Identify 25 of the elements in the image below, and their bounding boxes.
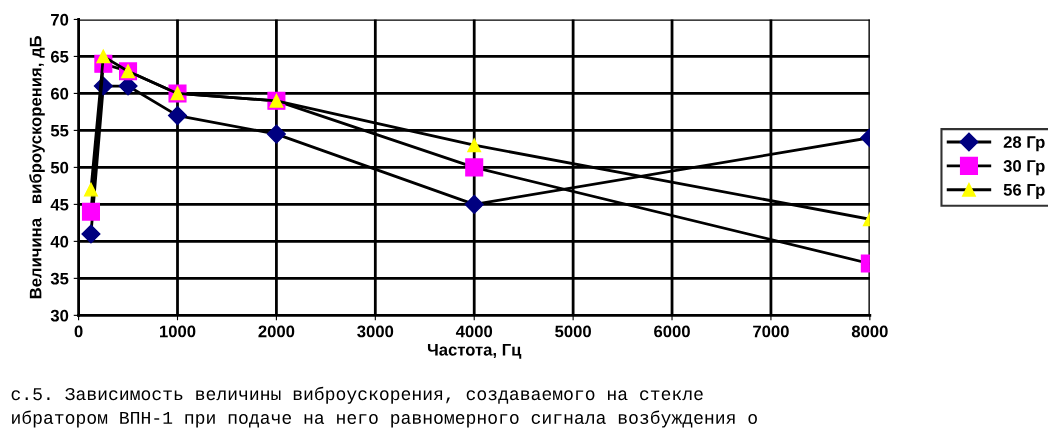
x-tick-label: 5000: [555, 325, 591, 338]
y-axis-title: Величина виброускорения, дБ: [29, 36, 45, 299]
y-tick-label: 55: [50, 124, 69, 137]
y-tick-label: 40: [50, 235, 69, 248]
y-tick-label: 35: [50, 272, 69, 285]
y-tick-label: 70: [51, 13, 69, 26]
x-tick-label: 2000: [258, 325, 295, 338]
y-tick-label: 65: [50, 50, 69, 63]
x-axis-title: Частота, Гц: [427, 344, 522, 359]
legend-label: 56 Гр: [1003, 183, 1045, 200]
text: ибратором ВПН-1 при подаче на него равномерного сигнала возбуждения о: [12, 410, 757, 428]
y-tick-label: 30: [50, 309, 69, 322]
legend-label: 30 Гр: [1003, 160, 1045, 176]
x-tick-label: 7000: [753, 325, 789, 338]
legend-label: 28 Гр: [1003, 136, 1045, 152]
text: с.5. Зависимость величины виброускорения, создаваемого на стекле: [11, 386, 703, 404]
y-tick-label: 45: [50, 198, 69, 211]
x-tick-label: 4000: [455, 325, 493, 338]
x-tick-label: 3000: [357, 325, 394, 338]
x-tick-label: 8000: [851, 325, 888, 338]
y-tick-label: 50: [50, 161, 69, 174]
x-tick-label: 0: [74, 325, 83, 338]
x-tick-label: 6000: [654, 325, 690, 338]
y-tick-label: 60: [50, 87, 69, 100]
x-tick-label: 1000: [160, 325, 196, 338]
